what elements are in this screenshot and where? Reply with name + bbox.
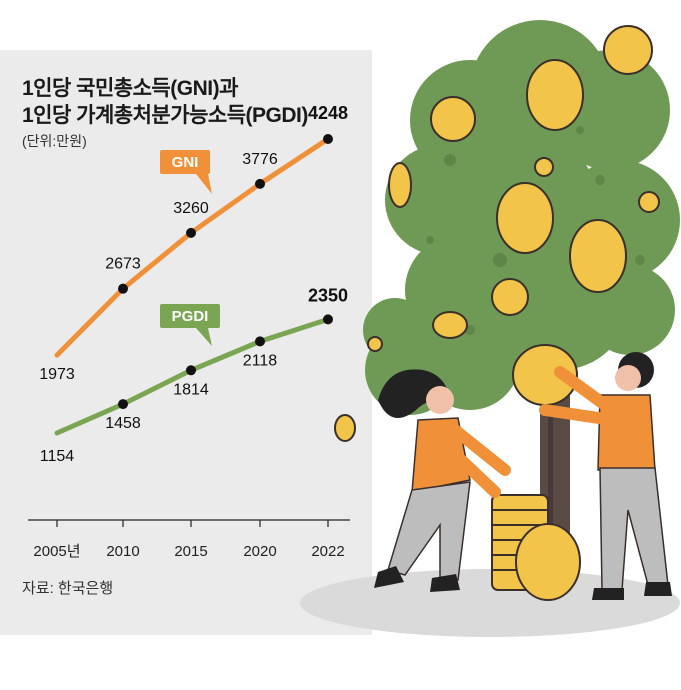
data-point-pgdi-4 <box>323 314 333 325</box>
woman-figure <box>374 369 511 592</box>
legend-tag-0 <box>160 150 210 174</box>
x-tick-label-3: 2020 <box>243 543 276 560</box>
chart-panel <box>0 50 372 635</box>
x-tick-label-1: 2010 <box>106 543 139 560</box>
chart-title-line2: 1인당 가계총처분가능소득(PGDI) <box>22 104 308 127</box>
source-label: 자료: 한국은행 <box>22 580 114 597</box>
data-label-pgdi-3: 2118 <box>243 352 278 369</box>
data-label-pgdi-0: 1154 <box>40 448 75 465</box>
x-tick-label-2: 2015 <box>174 543 207 560</box>
ground-shadow <box>300 569 680 637</box>
legend-tag-1 <box>160 304 220 328</box>
chart-title-line1: 1인당 국민총소득(GNI)과 <box>22 77 238 100</box>
legend-tag-tail-1 <box>196 328 212 346</box>
tree-foliage <box>363 20 680 415</box>
data-point-gni-2 <box>186 227 196 238</box>
data-label-gni-3: 3776 <box>242 151 278 168</box>
data-point-gni-1 <box>118 283 128 294</box>
x-tick-label-4: 2022 <box>311 543 344 560</box>
data-label-pgdi-4: 2350 <box>308 285 348 305</box>
legend-tag-tail-0 <box>196 174 212 194</box>
man-figure <box>539 352 672 600</box>
legend-label-0: GNI <box>172 154 199 171</box>
x-tick-label-0: 2005년 <box>33 543 80 560</box>
data-point-gni-4 <box>323 134 333 144</box>
data-label-gni-1: 2673 <box>105 256 141 273</box>
tree-coins <box>334 25 660 442</box>
data-point-pgdi-3 <box>255 336 265 347</box>
data-label-gni-0: 1973 <box>39 366 75 383</box>
data-point-pgdi-1 <box>118 399 128 410</box>
unit-label: (단위:만원) <box>22 133 87 149</box>
data-label-gni-4: 4248 <box>308 103 348 123</box>
data-point-gni-3 <box>255 178 265 189</box>
line-chart: 2005년 2010 2015 2020 2022 1973 2673 3260 3776 424… <box>28 103 350 560</box>
data-point-pgdi-2 <box>186 365 196 376</box>
data-label-pgdi-2: 1814 <box>173 381 209 398</box>
coin-stack <box>491 494 581 601</box>
data-label-pgdi-1: 1458 <box>105 415 141 432</box>
data-label-gni-2: 3260 <box>173 200 209 217</box>
legend-label-1: PGDI <box>172 308 209 325</box>
